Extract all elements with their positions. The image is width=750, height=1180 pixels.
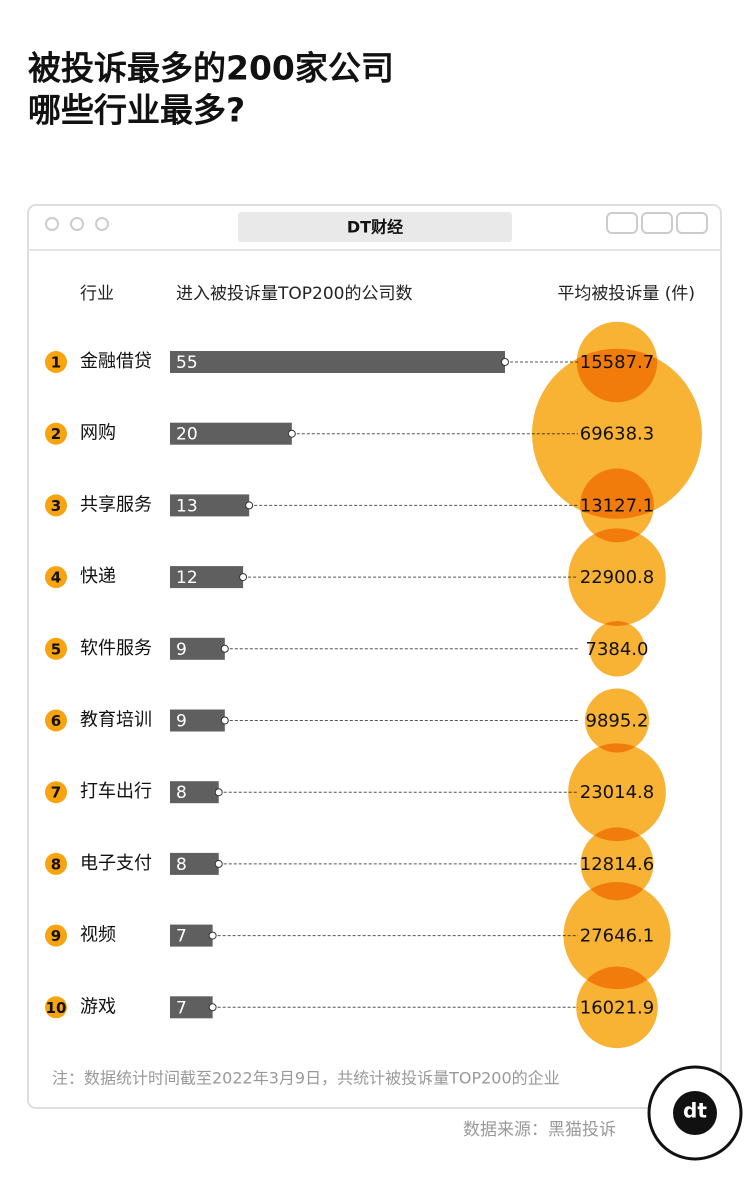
rank-badge: [45, 637, 67, 660]
column-header: 行业: [80, 284, 114, 304]
bar: [170, 924, 213, 947]
window-buttons: [45, 212, 708, 234]
bar-value-label: 9: [176, 712, 187, 732]
bubble: [584, 688, 650, 753]
rank-label: 2: [51, 425, 61, 443]
bubble-value-label: 69638.3: [580, 424, 654, 445]
bubble-value-label: 7384.0: [586, 639, 649, 660]
category-label: 电子支付: [80, 853, 152, 874]
rank-label: 4: [51, 569, 61, 587]
rank-badge: [45, 494, 67, 517]
bar: [170, 637, 225, 660]
bar-end-dot: [214, 788, 223, 797]
bubble: [589, 621, 645, 677]
bubble: [563, 882, 671, 990]
rank-label: 7: [51, 784, 61, 802]
category-label: 教育培训: [80, 710, 152, 731]
rank-label: 10: [46, 999, 67, 1017]
bubble-value-label: 13127.1: [580, 495, 654, 516]
column-header: 平均被投诉量 (件): [557, 284, 695, 304]
category-label: 软件服务: [80, 638, 152, 659]
rank-label: 9: [51, 927, 61, 945]
bar-value-label: 20: [176, 425, 198, 445]
bar: [170, 422, 292, 445]
rank-badge: [45, 852, 67, 875]
rank-label: 6: [51, 712, 61, 730]
bar: [170, 351, 505, 373]
bar-end-dot: [214, 859, 223, 868]
rank-badge: [45, 996, 67, 1019]
bubble-value-label: 22900.8: [580, 567, 654, 588]
bubble-value-label: 27646.1: [580, 926, 654, 947]
rank-badge: [45, 351, 67, 373]
bar-value-label: 7: [176, 927, 187, 947]
bar-end-dot: [501, 358, 509, 366]
category-label: 网购: [80, 423, 116, 444]
bar-end-dot: [220, 644, 229, 653]
rank-label: 3: [51, 497, 61, 515]
rank-badge: [45, 781, 67, 804]
bubble: [576, 966, 658, 1049]
bubble-value-label: 12814.6: [580, 854, 654, 875]
bar-end-dot: [245, 501, 254, 510]
rank-label: 8: [51, 855, 61, 873]
bar-value-label: 8: [176, 783, 187, 803]
bar: [170, 566, 244, 589]
bar-value-label: 9: [176, 640, 187, 660]
bar-value-label: 55: [176, 353, 198, 373]
title-line: 哪些行业最多?: [28, 91, 245, 130]
bubble: [580, 827, 654, 901]
window-title: DT财经: [347, 218, 403, 237]
bar: [170, 996, 213, 1019]
plot: 1 金融借贷 55 2 网购 20 3 共享服务 13 4 快递 12 5 软件服务 9 6 教育培训 9 7 打车出…: [45, 321, 702, 1049]
category-label: 共享服务: [80, 494, 152, 515]
bar-value-label: 13: [176, 496, 198, 516]
source: 数据来源：黑猫投诉: [463, 1120, 616, 1140]
bar: [170, 494, 250, 517]
bar-end-dot: [220, 716, 229, 725]
bubble-value-label: 9895.2: [586, 711, 649, 732]
window-title-bar: [238, 212, 512, 242]
rank-label: 1: [51, 354, 61, 372]
category-label: 打车出行: [80, 781, 152, 802]
bar-end-dot: [287, 429, 296, 438]
bar: [170, 709, 225, 732]
bar-end-dot: [239, 573, 248, 582]
bar-end-dot: [208, 931, 217, 940]
bubble: [532, 348, 702, 519]
category-label: 视频: [80, 925, 116, 946]
title-line: 被投诉最多的200家公司: [28, 49, 394, 88]
rank-badge: [45, 924, 67, 947]
rank-badge: [45, 566, 67, 589]
bubble: [568, 528, 666, 626]
bubble: [568, 743, 666, 842]
bar-value-label: 8: [176, 855, 187, 875]
category-label: 游戏: [80, 996, 116, 1017]
rank-label: 5: [51, 640, 61, 658]
bar: [170, 781, 219, 804]
category-label: 金融借贷: [80, 351, 152, 372]
rank-badge: [45, 709, 67, 732]
bar-value-label: 12: [176, 568, 198, 588]
bar-value-label: 7: [176, 998, 187, 1018]
bubble-value-label: 15587.7: [580, 352, 654, 373]
rank-badge: [45, 422, 67, 445]
category-label: 快递: [80, 566, 116, 587]
logo: dt: [683, 1099, 707, 1123]
column-header: 进入被投诉量TOP200的公司数: [176, 284, 412, 304]
bubble: [580, 468, 654, 543]
bubble-value-label: 23014.8: [580, 782, 654, 803]
bar-end-dot: [208, 1003, 217, 1012]
note: 注：数据统计时间截至2022年3月9日，共统计被投诉量TOP200的企业: [52, 1069, 560, 1088]
logo-badge: [673, 1091, 717, 1135]
bubble-value-label: 16021.9: [580, 997, 654, 1018]
bar: [170, 852, 219, 875]
